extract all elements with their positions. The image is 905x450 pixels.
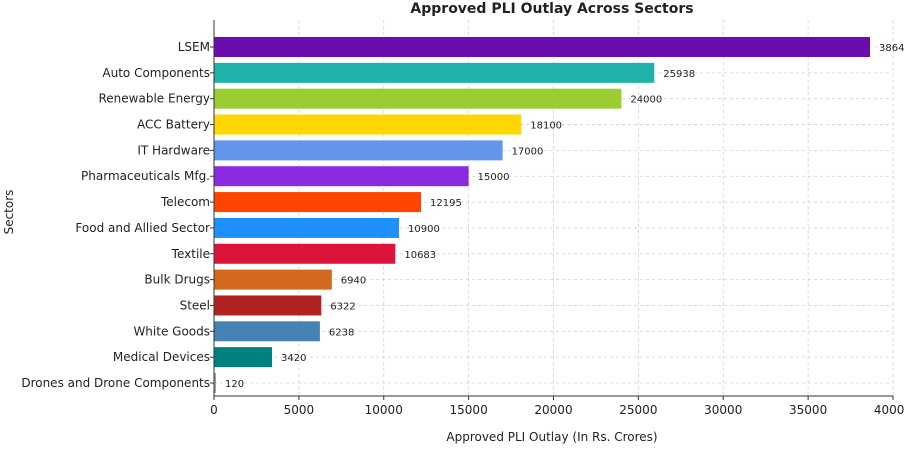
bar-renewable-energy bbox=[214, 88, 622, 109]
category-label: Steel bbox=[180, 298, 210, 312]
category-label: Food and Allied Sector bbox=[75, 221, 210, 235]
x-tick-label: 20000 bbox=[534, 403, 572, 417]
bar-lsem bbox=[214, 37, 870, 57]
category-label: Telecom bbox=[160, 195, 210, 209]
bar-bulk-drugs bbox=[214, 269, 332, 290]
value-label: 10900 bbox=[408, 224, 440, 235]
labels: 0 5000 10000 15000 20000 25000 30000 35000 40000… bbox=[21, 40, 905, 417]
value-label: 24000 bbox=[630, 95, 662, 106]
value-label: 6238 bbox=[329, 327, 354, 338]
category-label: Pharmaceuticals Mfg. bbox=[81, 169, 210, 183]
value-label: 6322 bbox=[330, 301, 355, 312]
x-tick-label: 15000 bbox=[450, 403, 488, 417]
x-tick-label: 30000 bbox=[704, 403, 742, 417]
value-label: 18100 bbox=[530, 121, 562, 132]
x-tick-label: 0 bbox=[210, 403, 218, 417]
bar-food-and-allied-sector bbox=[214, 217, 400, 238]
category-label: LSEM bbox=[178, 40, 210, 54]
value-label: 17000 bbox=[512, 146, 544, 157]
value-label: 25938 bbox=[663, 69, 695, 80]
category-label: Medical Devices bbox=[113, 350, 210, 364]
bar-medical-devices bbox=[214, 347, 273, 368]
bar-acc-battery bbox=[214, 114, 522, 135]
bars bbox=[214, 37, 870, 393]
value-label: 10683 bbox=[404, 250, 436, 261]
bar-textile bbox=[214, 243, 396, 264]
bar-white-goods bbox=[214, 321, 320, 342]
category-label: Textile bbox=[171, 247, 210, 261]
category-label: Renewable Energy bbox=[99, 92, 211, 106]
bar-steel bbox=[214, 295, 322, 316]
bar-pharmaceuticals-mfg bbox=[214, 166, 469, 187]
category-label: Drones and Drone Components bbox=[21, 376, 210, 390]
bar-it-hardware bbox=[214, 140, 503, 161]
category-label: ACC Battery bbox=[137, 118, 210, 132]
x-tick-label: 40000 bbox=[874, 403, 905, 417]
category-label: Auto Components bbox=[102, 66, 210, 80]
category-label: IT Hardware bbox=[137, 143, 210, 157]
x-tick-label: 35000 bbox=[789, 403, 827, 417]
bar-auto-components bbox=[214, 62, 655, 83]
y-axis-title: Sectors bbox=[2, 190, 16, 235]
x-tick-label: 5000 bbox=[284, 403, 315, 417]
x-tick-label: 25000 bbox=[619, 403, 657, 417]
category-label: White Goods bbox=[133, 324, 210, 338]
value-label: 38645 bbox=[879, 43, 905, 54]
bar-telecom bbox=[214, 192, 422, 213]
value-label: 120 bbox=[225, 379, 244, 390]
value-label: 12195 bbox=[430, 198, 462, 209]
value-label: 15000 bbox=[478, 172, 510, 183]
chart-title: Approved PLI Outlay Across Sectors bbox=[410, 1, 693, 17]
value-label: 6940 bbox=[341, 276, 366, 287]
bar-drones-and-drone-components bbox=[214, 373, 217, 393]
x-axis-title: Approved PLI Outlay (In Rs. Crores) bbox=[446, 430, 657, 444]
value-label: 3420 bbox=[281, 353, 306, 364]
category-label: Bulk Drugs bbox=[144, 273, 210, 287]
x-tick-label: 10000 bbox=[365, 403, 403, 417]
